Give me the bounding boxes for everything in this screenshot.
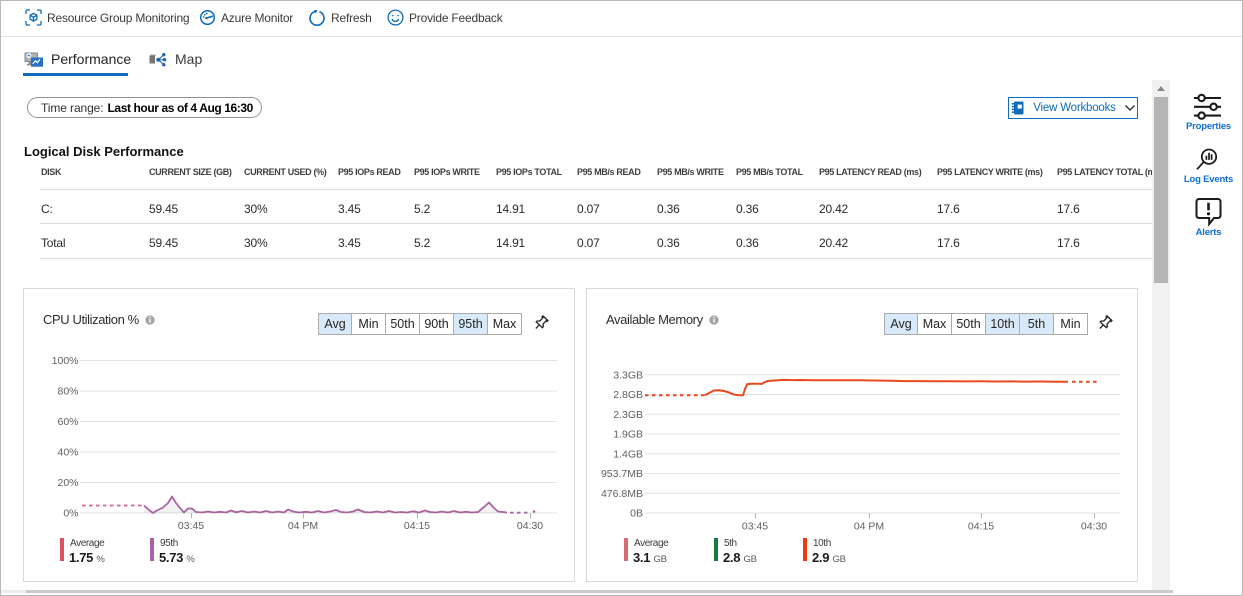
- svg-text:1.4GB: 1.4GB: [613, 448, 643, 460]
- svg-text:40%: 40%: [57, 447, 78, 459]
- svg-text:04:30: 04:30: [1081, 521, 1107, 533]
- svg-text:80%: 80%: [57, 386, 78, 398]
- svg-text:04 PM: 04 PM: [854, 521, 884, 533]
- svg-text:100%: 100%: [52, 355, 79, 367]
- svg-text:20%: 20%: [57, 477, 78, 489]
- svg-text:04:15: 04:15: [404, 520, 430, 532]
- svg-text:03:45: 03:45: [178, 520, 204, 532]
- svg-text:04 PM: 04 PM: [288, 520, 318, 532]
- svg-text:0%: 0%: [63, 508, 78, 520]
- svg-text:2.8GB: 2.8GB: [613, 389, 643, 401]
- svg-text:1.9GB: 1.9GB: [613, 429, 643, 441]
- svg-text:953.7MB: 953.7MB: [601, 468, 643, 480]
- svg-text:04:15: 04:15: [968, 521, 994, 533]
- svg-text:476.8MB: 476.8MB: [601, 488, 643, 500]
- svg-text:3.3GB: 3.3GB: [613, 369, 643, 381]
- svg-text:60%: 60%: [57, 416, 78, 428]
- svg-text:03:45: 03:45: [742, 521, 768, 533]
- svg-text:2.3GB: 2.3GB: [613, 409, 643, 421]
- svg-text:04:30: 04:30: [517, 520, 543, 532]
- svg-text:0B: 0B: [630, 508, 643, 520]
